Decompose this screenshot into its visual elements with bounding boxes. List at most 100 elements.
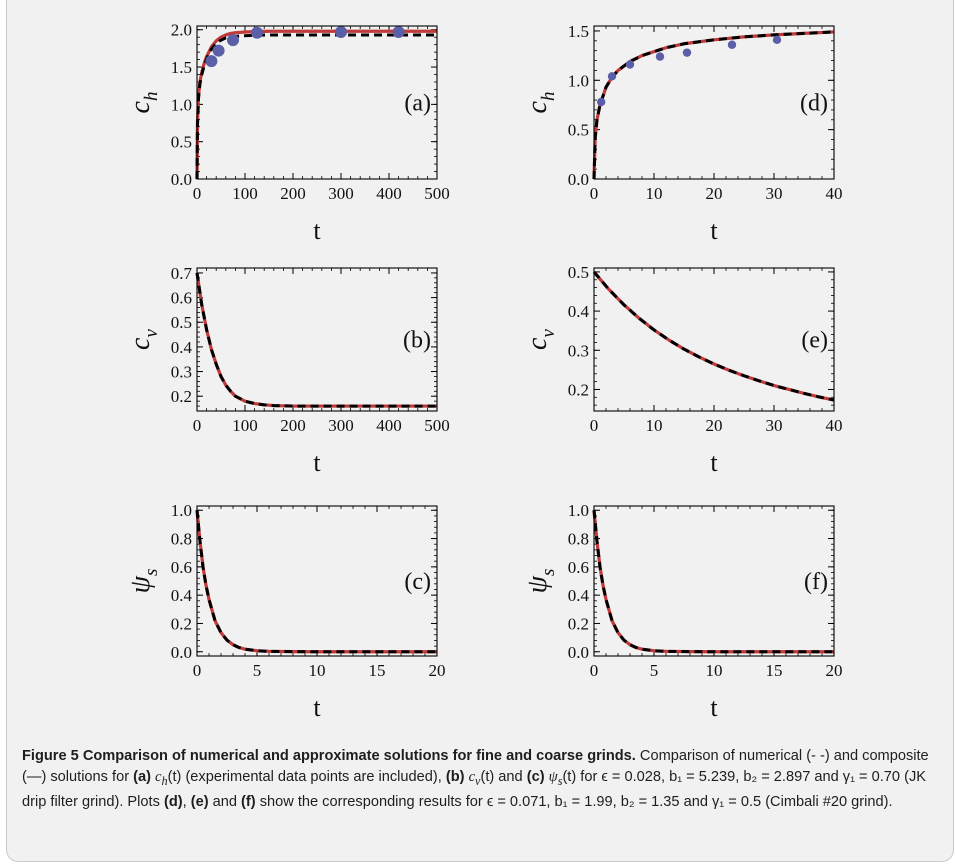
caption-arg-a: (t) [167, 769, 182, 785]
tick-label-x: 200 [280, 184, 306, 203]
y-axis-label: ψs [522, 569, 559, 594]
data-point [655, 52, 665, 61]
tick-label-y: 0.5 [568, 263, 589, 282]
tick-label-x: 0 [590, 184, 599, 203]
composite-solution-line [195, 29, 437, 180]
y-axis-label-base: c [125, 100, 156, 113]
panel-label: (c) [404, 569, 431, 595]
tick-label-x: 20 [706, 416, 723, 435]
tick-label-x: 100 [232, 416, 258, 435]
y-axis-label-sub: s [538, 569, 559, 576]
caption-sub-a: h [161, 773, 168, 788]
tick-label-y: 1.5 [171, 58, 192, 77]
figure-frame [6, 0, 954, 862]
tick-label-x: 30 [766, 184, 783, 203]
y-axis-label-sub: h [141, 92, 162, 102]
composite-solution-line [195, 272, 437, 408]
y-axis-label: ch [125, 92, 162, 114]
data-point [607, 72, 617, 81]
y-axis-label-base: ψ [125, 575, 156, 593]
tick-label-x: 0 [590, 416, 599, 435]
y-axis-label: cv [522, 329, 559, 350]
data-point [205, 55, 218, 68]
tick-label-x: 20 [706, 184, 723, 203]
tick-label-y: 0.3 [171, 363, 192, 382]
y-axis-label-base: c [522, 100, 553, 113]
numerical-solution-line [195, 272, 437, 408]
tick-label-y: 1.0 [171, 95, 192, 114]
tick-label-y: 0.3 [568, 341, 589, 360]
tick-label-y: 0.5 [171, 313, 192, 332]
x-axis-label: t [313, 693, 321, 722]
composite-solution-line [592, 270, 835, 402]
tick-label-y: 1.0 [568, 71, 589, 90]
data-point [251, 26, 263, 39]
composite-solution-line [592, 30, 835, 180]
tick-label-x: 10 [646, 416, 663, 435]
plot-frame [593, 267, 835, 412]
panel-label: (d) [800, 91, 828, 117]
tick-label-y: 0.0 [171, 170, 192, 189]
plot-frame [593, 505, 835, 657]
tick-label-x: 10 [309, 661, 326, 680]
numerical-solution-line [195, 33, 437, 180]
panel-b: 0 100 200 300 400 500 0.2 0.3 0.4 0.5 0.6 0.7 (b) t cv [125, 264, 450, 477]
x-axis-label: t [313, 216, 321, 245]
caption-title: Figure 5 Comparison of numerical and app… [22, 748, 636, 764]
plot-frame [196, 267, 438, 412]
caption-ref-b: (b) [445, 769, 465, 785]
caption-ref-f: (f) [241, 793, 256, 810]
data-point [727, 40, 737, 49]
caption-and-2: and [212, 793, 237, 810]
caption-text-1: Comparison of numerical (- -) and compos… [22, 748, 929, 785]
tick-label-y: 0.0 [568, 170, 589, 189]
caption-params-1: for ϵ = 0.028, b₁ = 5.239, b₂ = 2.897 an… [22, 769, 926, 810]
tick-label-x: 20 [826, 661, 843, 680]
caption-comma: , [182, 793, 187, 810]
x-axis-label: t [710, 216, 718, 245]
caption-fn-c: ψ [548, 769, 558, 785]
numerical-solution-line [592, 30, 835, 180]
tick-label-x: 5 [253, 661, 262, 680]
caption-params-2: show the corresponding results for ϵ = 0… [259, 793, 893, 810]
y-axis-label-base: c [522, 337, 553, 350]
x-axis-label: t [313, 448, 321, 477]
tick-label-y: 0.5 [171, 133, 192, 152]
panel-label: (a) [404, 91, 431, 117]
tick-label-x: 0 [193, 416, 202, 435]
tick-label-y: 0.2 [568, 380, 589, 399]
tick-label-x: 15 [369, 661, 386, 680]
tick-label-x: 5 [650, 661, 659, 680]
tick-label-x: 0 [193, 661, 202, 680]
panel-label: (f) [804, 569, 828, 595]
tick-label-y: 0.7 [171, 264, 193, 283]
caption-arg-c: (t) [562, 769, 577, 785]
tick-label-x: 40 [826, 184, 843, 203]
tick-label-y: 0.4 [171, 338, 193, 357]
tick-label-y: 0.6 [171, 558, 192, 577]
figure-caption: Figure 5 Comparison of numerical and app… [22, 746, 942, 813]
plot-frame [196, 505, 438, 657]
tick-label-y: 0.8 [568, 530, 589, 549]
y-axis-label: cv [125, 329, 162, 350]
plot-frame [196, 25, 438, 180]
numerical-solution-line [592, 510, 834, 654]
caption-fn-b: c [468, 769, 476, 785]
y-axis-label-base: ψ [522, 575, 553, 593]
composite-solution-line [592, 510, 834, 654]
x-axis-label: t [710, 693, 718, 722]
tick-label-x: 40 [826, 416, 843, 435]
tick-label-x: 300 [328, 416, 354, 435]
panel-f: 0 5 10 15 20 0.0 0.2 0.4 0.6 0.8 1.0 (f) t ψs [522, 501, 843, 722]
tick-label-x: 400 [376, 184, 402, 203]
tick-label-y: 0.5 [568, 121, 589, 140]
tick-label-y: 0.2 [568, 614, 589, 633]
caption-sub-c: s [557, 773, 563, 788]
tick-label-y: 0.4 [568, 302, 590, 321]
tick-label-x: 100 [232, 184, 258, 203]
caption-ref-c: (c) [526, 769, 545, 785]
y-axis-label-sub: v [538, 329, 559, 338]
numerical-solution-line [195, 510, 437, 654]
tick-label-x: 400 [376, 416, 402, 435]
